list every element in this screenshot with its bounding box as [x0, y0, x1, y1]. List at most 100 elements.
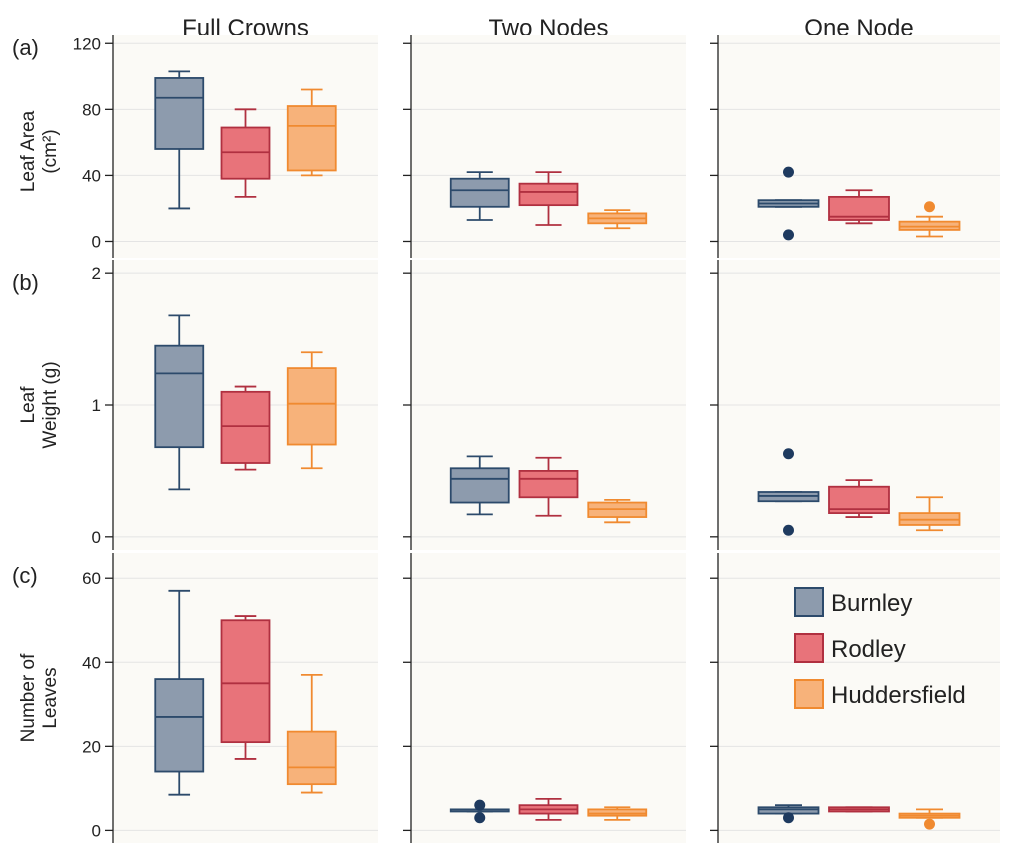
panel-background — [411, 553, 686, 843]
row-tag: (c) — [12, 563, 38, 588]
box-huddersfield — [286, 351, 337, 470]
panel: 0 1 2 — [92, 260, 378, 550]
outlier-point — [474, 812, 486, 824]
box-iqr — [286, 105, 337, 172]
box-burnley — [449, 171, 510, 221]
y-axis-label-line: (cm²) — [40, 129, 61, 173]
box-iqr — [286, 367, 337, 446]
box-iqr — [828, 195, 890, 221]
legend-label: Burnley — [831, 590, 912, 617]
row-tag: (a) — [12, 35, 39, 60]
legend-item: Rodley — [794, 633, 906, 663]
box-rodley — [828, 806, 890, 813]
panel — [403, 553, 686, 843]
outlier-point — [924, 818, 935, 830]
box-iqr — [220, 390, 271, 464]
outlier-point — [924, 201, 935, 213]
row-tag: (b) — [12, 270, 39, 295]
box-iqr — [449, 177, 510, 208]
y-tick-label: 1 — [92, 396, 101, 415]
outlier-point — [783, 524, 794, 536]
box-iqr — [518, 182, 579, 207]
box-burnley — [757, 166, 820, 241]
outlier-point — [783, 229, 794, 241]
y-tick-label: 40 — [82, 166, 101, 185]
legend: Burnley Rodley Huddersfield — [794, 587, 966, 709]
y-axis-label: Leaf Area(cm²) — [18, 110, 61, 192]
box-burnley — [449, 799, 510, 824]
panel — [710, 35, 1000, 258]
panel — [403, 35, 686, 258]
outlier-point — [783, 448, 794, 460]
panel-row: (a) Leaf Area(cm²) 0 40 80 120 — [12, 34, 1000, 258]
outlier-point — [783, 812, 794, 824]
box-huddersfield — [286, 673, 337, 794]
panel: 0 40 80 120 — [73, 34, 378, 258]
legend-label: Huddersfield — [831, 682, 966, 709]
y-axis-label-line: Number of — [18, 653, 39, 742]
box-iqr — [154, 344, 205, 449]
y-tick-label: 20 — [82, 737, 101, 756]
box-iqr — [154, 77, 205, 150]
box-huddersfield — [898, 496, 961, 532]
column-titles: Full Crowns Two Nodes One Node — [182, 15, 914, 42]
box-iqr — [220, 619, 271, 744]
legend-swatch — [794, 679, 824, 709]
box-rodley — [828, 479, 890, 518]
y-axis-label: LeafWeight (g) — [18, 361, 61, 448]
y-tick-label: 0 — [92, 232, 101, 251]
box-burnley — [757, 448, 820, 536]
outlier-point — [783, 166, 794, 178]
box-huddersfield — [898, 808, 961, 830]
y-tick-label: 40 — [82, 653, 101, 672]
box-burnley — [449, 455, 510, 516]
panel-row: (c) Number ofLeaves 0 20 40 60 — [12, 553, 1000, 843]
y-axis-label-line: Leaf Area — [18, 110, 39, 192]
box-burnley — [154, 314, 205, 491]
box-huddersfield — [898, 201, 961, 238]
box-iqr — [154, 678, 205, 773]
y-tick-label: 60 — [82, 569, 101, 588]
y-tick-label: 2 — [92, 264, 101, 283]
box-huddersfield — [587, 806, 648, 821]
y-tick-label: 80 — [82, 100, 101, 119]
y-axis-label-line: Leaves — [40, 667, 61, 728]
panel: 0 20 40 60 — [82, 553, 378, 843]
box-iqr — [518, 470, 579, 499]
box-rodley — [518, 456, 579, 517]
box-iqr — [449, 467, 510, 504]
box-huddersfield — [587, 209, 648, 230]
y-tick-label: 0 — [92, 821, 101, 840]
panel — [710, 260, 1000, 550]
box-burnley — [154, 70, 205, 210]
box-rodley — [220, 108, 271, 198]
box-iqr — [286, 730, 337, 786]
y-tick-label: 0 — [92, 528, 101, 547]
panel — [403, 260, 686, 550]
outlier-point — [474, 799, 486, 811]
box-rodley — [828, 189, 890, 225]
panel — [710, 553, 1000, 843]
box-burnley — [154, 589, 205, 796]
panel-row: (b) LeafWeight (g) 0 1 2 — [12, 260, 1000, 550]
box-huddersfield — [286, 88, 337, 177]
y-tick-label: 120 — [73, 34, 101, 53]
box-huddersfield — [587, 499, 648, 524]
y-axis-label-line: Weight (g) — [40, 361, 61, 448]
legend-item: Burnley — [794, 587, 912, 617]
box-burnley — [757, 804, 820, 824]
box-iqr — [587, 808, 648, 817]
box-rodley — [518, 797, 579, 821]
legend-swatch — [794, 633, 824, 663]
y-axis-label: Number ofLeaves — [18, 653, 61, 742]
legend-item: Huddersfield — [794, 679, 966, 709]
box-rodley — [518, 171, 579, 226]
box-rodley — [220, 385, 271, 471]
legend-swatch — [794, 587, 824, 617]
box-rodley — [220, 615, 271, 760]
legend-label: Rodley — [831, 636, 906, 663]
panel-background — [718, 553, 1000, 843]
y-axis-label-line: Leaf — [18, 386, 39, 424]
